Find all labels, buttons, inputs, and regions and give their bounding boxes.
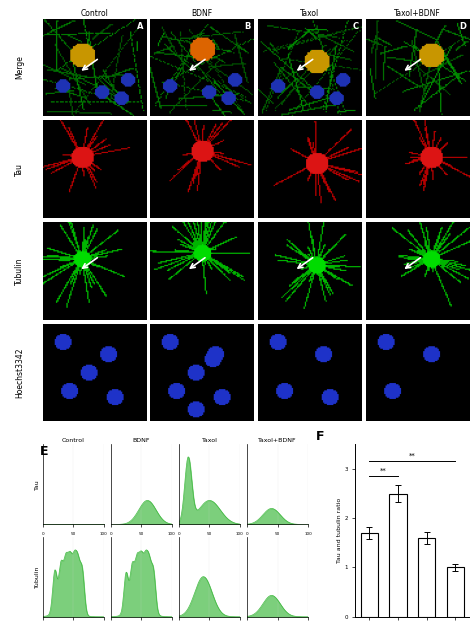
Text: B: B — [245, 22, 251, 31]
Title: Taxol: Taxol — [201, 438, 218, 443]
Y-axis label: Tau and tubulin ratio: Tau and tubulin ratio — [337, 498, 342, 563]
Text: **: ** — [409, 453, 416, 459]
Text: A: A — [137, 22, 143, 31]
Title: Taxol+BDNF: Taxol+BDNF — [258, 438, 297, 443]
Text: E: E — [40, 445, 49, 459]
Text: F: F — [316, 430, 324, 444]
Text: Merge: Merge — [15, 55, 24, 80]
Title: Control: Control — [62, 438, 84, 443]
Title: Taxol: Taxol — [300, 9, 319, 18]
Y-axis label: Tau: Tau — [35, 479, 40, 490]
Text: Tau: Tau — [15, 163, 24, 176]
Bar — [447, 568, 464, 617]
Title: BDNF: BDNF — [133, 438, 150, 443]
Bar — [418, 538, 435, 617]
Bar — [390, 493, 407, 617]
Text: D: D — [459, 22, 466, 31]
Y-axis label: Tubulin: Tubulin — [35, 566, 40, 588]
Text: **: ** — [380, 468, 387, 474]
Text: Tubulin: Tubulin — [15, 257, 24, 285]
Bar — [361, 533, 378, 617]
Text: C: C — [352, 22, 358, 31]
Text: Hoechst3342: Hoechst3342 — [15, 347, 24, 397]
Title: Control: Control — [81, 9, 109, 18]
Title: BDNF: BDNF — [191, 9, 213, 18]
Title: Taxol+BDNF: Taxol+BDNF — [394, 9, 441, 18]
